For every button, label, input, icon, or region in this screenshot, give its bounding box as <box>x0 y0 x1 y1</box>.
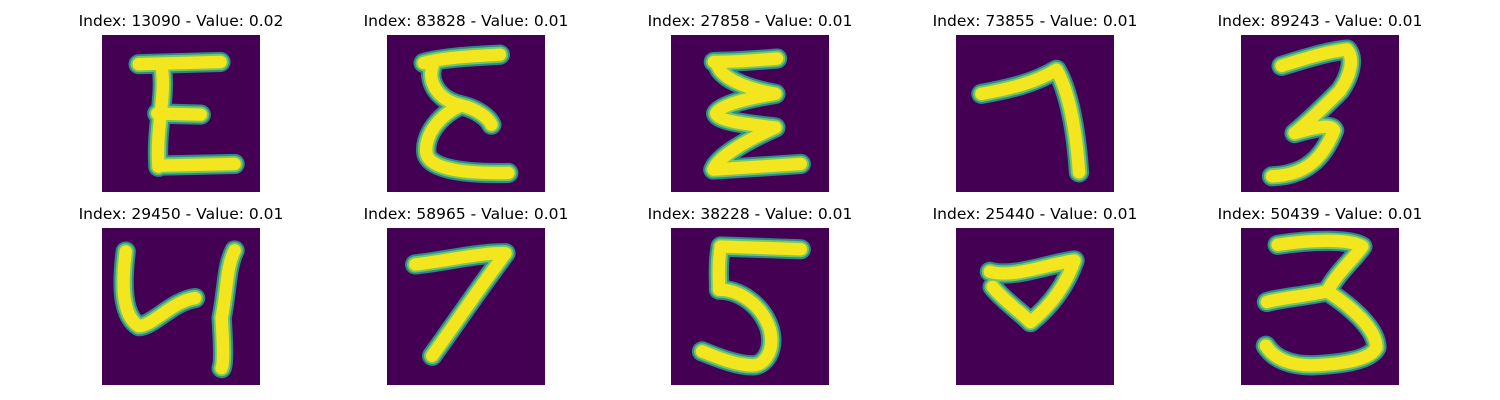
panel-title: Index: 83828 - Value: 0.01 <box>336 12 596 30</box>
panel-title: Index: 38228 - Value: 0.01 <box>620 205 880 223</box>
digit-image <box>1241 35 1399 192</box>
digit-image <box>671 228 829 385</box>
panel-title: Index: 29450 - Value: 0.01 <box>51 205 311 223</box>
digit-image <box>387 35 545 192</box>
panel-title: Index: 50439 - Value: 0.01 <box>1190 205 1450 223</box>
digit-image <box>102 35 260 192</box>
panel-title: Index: 25440 - Value: 0.01 <box>905 205 1165 223</box>
digit-image <box>102 228 260 385</box>
digit-image <box>671 35 829 192</box>
panel-title: Index: 89243 - Value: 0.01 <box>1190 12 1450 30</box>
panel-title: Index: 73855 - Value: 0.01 <box>905 12 1165 30</box>
panel-title: Index: 58965 - Value: 0.01 <box>336 205 596 223</box>
digit-image <box>387 228 545 385</box>
digit-image <box>956 35 1114 192</box>
panel-title: Index: 13090 - Value: 0.02 <box>51 12 311 30</box>
digit-image <box>1241 228 1399 385</box>
digit-image <box>956 228 1114 385</box>
panel-title: Index: 27858 - Value: 0.01 <box>620 12 880 30</box>
image-background <box>956 35 1114 192</box>
